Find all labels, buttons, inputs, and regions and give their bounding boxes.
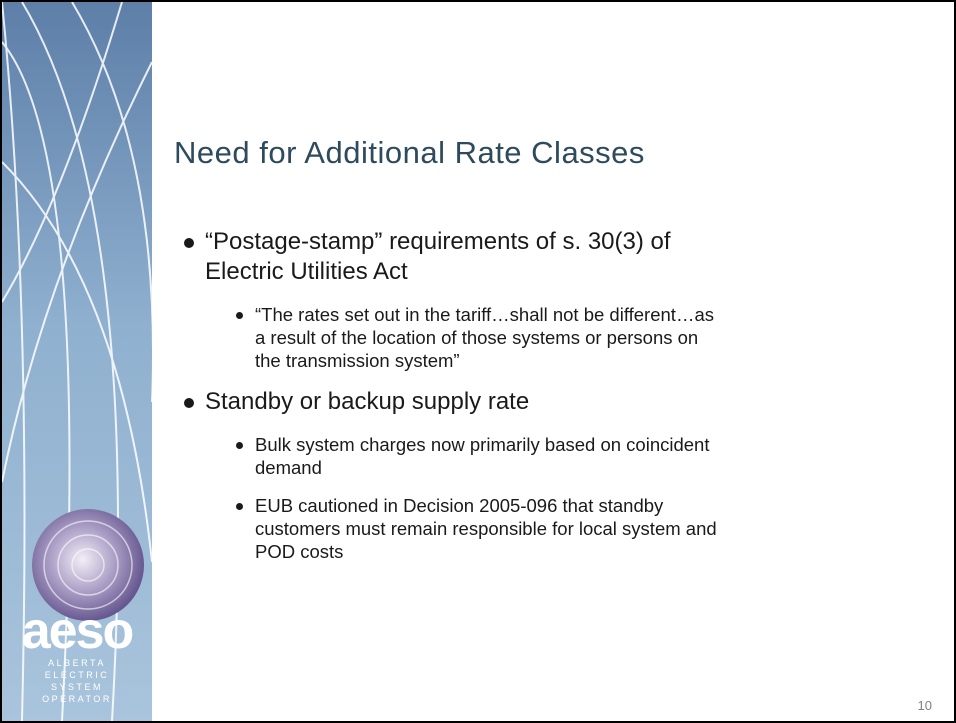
bullet: Standby or backup supply rate Bulk system… bbox=[184, 387, 914, 563]
bullet-text: Standby or backup supply rate bbox=[205, 388, 530, 415]
logo-tagline: ALBERTA bbox=[48, 658, 106, 668]
bullet-text: Electric Utilities Act bbox=[205, 258, 408, 285]
logo-tagline: OPERATOR bbox=[42, 694, 112, 704]
bullet-text: “Postage-stamp” requirements of s. 30(3)… bbox=[205, 228, 671, 255]
sub-list: “The rates set out in the tariff…shall n… bbox=[205, 303, 914, 372]
bullet-dot bbox=[236, 312, 243, 319]
logo: aeso ALBERTA ELECTRIC SYSTEM OPERATOR bbox=[2, 605, 152, 705]
bullet-list: “Postage-stamp” requirements of s. 30(3)… bbox=[184, 227, 914, 578]
sub-list: Bulk system charges now primarily based … bbox=[205, 433, 914, 563]
logo-tagline: ELECTRIC bbox=[44, 670, 110, 680]
logo-tagline: SYSTEM bbox=[50, 682, 103, 692]
bullet-dot bbox=[184, 398, 194, 408]
sub-bullet-text: POD costs bbox=[255, 541, 344, 562]
sub-bullet-text: a result of the location of those system… bbox=[255, 327, 699, 348]
sub-bullet: “The rates set out in the tariff…shall n… bbox=[236, 303, 914, 372]
sub-bullet: Bulk system charges now primarily based … bbox=[236, 433, 914, 479]
bullet-dot bbox=[236, 503, 243, 510]
side-panel bbox=[2, 2, 152, 721]
sub-bullet-text: “The rates set out in the tariff…shall n… bbox=[255, 304, 714, 325]
slide-title: Need for Additional Rate Classes bbox=[174, 135, 645, 170]
sub-bullet-text: Bulk system charges now primarily based … bbox=[255, 434, 710, 455]
bullet: “Postage-stamp” requirements of s. 30(3)… bbox=[184, 227, 914, 372]
logo-name: aeso bbox=[21, 602, 135, 660]
sub-bullet-text: the transmission system” bbox=[255, 350, 460, 371]
page-number: 10 bbox=[917, 698, 932, 713]
sub-bullet-text: demand bbox=[255, 457, 322, 478]
sub-bullet-text: EUB cautioned in Decision 2005-096 that … bbox=[255, 495, 664, 516]
sub-bullet-text: customers must remain responsible for lo… bbox=[255, 518, 717, 539]
bullet-dot bbox=[236, 442, 243, 449]
bullet-dot bbox=[184, 238, 194, 248]
sub-bullet: EUB cautioned in Decision 2005-096 that … bbox=[236, 494, 914, 563]
